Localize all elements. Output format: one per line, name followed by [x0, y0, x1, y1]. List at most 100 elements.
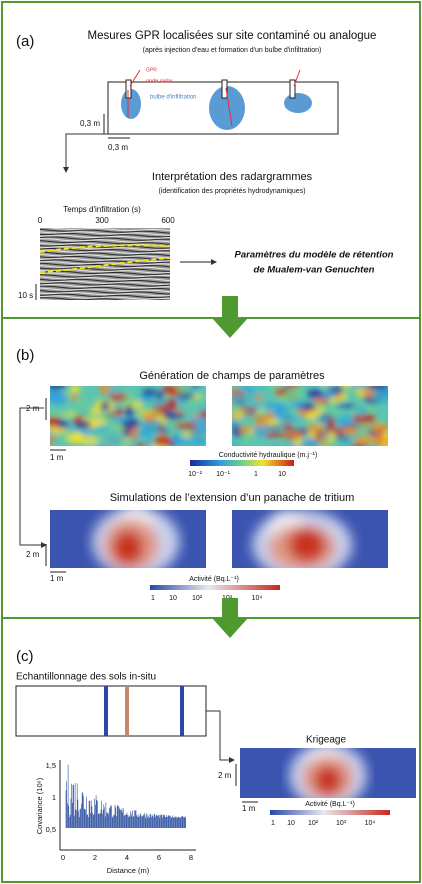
axis-title: Covariance (10⁶) — [35, 777, 44, 834]
texture — [129, 428, 138, 438]
page: (a) Mesures GPR localisées sur site cont… — [0, 0, 422, 884]
texture — [154, 436, 172, 445]
texture — [111, 417, 129, 422]
texture — [75, 421, 91, 429]
title: Simulations de l’extension d’un panache … — [110, 492, 355, 504]
texture — [174, 423, 198, 429]
scale-label: 2 m — [26, 550, 40, 559]
texture — [324, 383, 338, 389]
legend-title: Activité (Bq.L⁻¹) — [305, 801, 355, 808]
legend-title: Conductivité hydraulique (m.j⁻¹) — [219, 452, 318, 459]
panel-label: (b) — [16, 347, 34, 364]
texture — [333, 436, 351, 440]
texture — [288, 527, 325, 562]
texture — [45, 443, 55, 452]
tick-label: 0 — [61, 853, 65, 862]
texture — [143, 408, 160, 412]
colorbar — [270, 810, 390, 815]
texture — [320, 434, 330, 439]
texture — [121, 444, 128, 451]
tick-label: 1 — [254, 471, 258, 478]
texture — [147, 437, 153, 448]
texture — [49, 435, 57, 441]
kriging-map — [240, 743, 416, 808]
tick-label: 2 — [93, 853, 97, 862]
scale-label: 10 s — [18, 291, 33, 300]
scale-label: 2 m — [218, 771, 232, 780]
texture — [343, 426, 358, 435]
texture — [228, 394, 243, 404]
tick-label: 10⁻² — [188, 471, 202, 478]
texture — [231, 387, 239, 391]
label: GPR — [146, 67, 157, 73]
panel-label: (a) — [16, 33, 34, 50]
label: onde radar — [146, 78, 173, 84]
scale-label: 1 m — [50, 574, 64, 583]
plume — [232, 510, 388, 580]
texture — [70, 384, 81, 393]
texture — [286, 381, 299, 388]
texture — [343, 438, 353, 450]
infiltration-bulb — [284, 93, 312, 113]
title: Interprétation des radargrammes — [152, 171, 313, 183]
texture — [356, 423, 373, 430]
covariance-plot — [66, 765, 186, 828]
plume-texture — [289, 743, 366, 808]
borehole — [290, 80, 295, 98]
colorbar — [190, 460, 294, 466]
radargram — [40, 227, 170, 305]
sample-column — [104, 686, 108, 736]
texture — [184, 439, 198, 450]
tick-label: 1 — [151, 595, 155, 602]
plume-texture — [252, 510, 352, 580]
tick-label: 300 — [95, 216, 109, 225]
sample-column — [125, 686, 129, 736]
texture — [177, 385, 189, 394]
texture — [125, 405, 134, 416]
connector — [66, 134, 108, 172]
texture — [79, 396, 88, 406]
tick-label: 10 — [169, 595, 177, 602]
texture — [221, 441, 241, 451]
texture — [271, 444, 281, 450]
texture — [305, 425, 326, 432]
axis-title: Temps d'infiltration (s) — [63, 205, 141, 214]
figure: (a) Mesures GPR localisées sur site cont… — [0, 0, 422, 884]
connector — [20, 408, 46, 545]
tick-label: 10² — [192, 595, 203, 602]
subtitle: (identification des propriétés hydrodyna… — [158, 188, 305, 195]
legend-title: Activité (Bq.L⁻¹) — [189, 576, 239, 583]
texture — [112, 530, 143, 565]
texture — [383, 430, 392, 442]
texture — [301, 438, 318, 449]
result-text: de Mualem-van Genuchten — [254, 265, 375, 276]
tick-label: 8 — [189, 853, 193, 862]
texture — [228, 410, 245, 414]
tick-label: 1 — [271, 820, 275, 827]
texture — [313, 398, 325, 405]
subtitle: (après injection d'eau et formation d'un… — [143, 47, 322, 54]
tick-label: 10 — [287, 820, 295, 827]
texture — [255, 395, 263, 402]
texture — [71, 432, 83, 444]
texture — [142, 425, 151, 436]
texture — [176, 394, 195, 399]
texture — [329, 410, 344, 417]
texture — [267, 425, 281, 429]
tick-label: 1 — [52, 793, 56, 802]
texture — [116, 407, 123, 416]
texture — [61, 413, 76, 417]
title: Krigeage — [306, 735, 346, 746]
texture — [245, 409, 252, 413]
texture — [245, 389, 258, 393]
tick-label: 10⁴ — [252, 595, 263, 602]
label: bulbe d'infiltration — [150, 95, 197, 101]
tick-label: 1,5 — [46, 761, 56, 770]
texture — [281, 407, 290, 413]
texture — [106, 435, 126, 445]
scale-label: 1 m — [242, 804, 256, 813]
texture — [190, 418, 207, 424]
plume — [50, 504, 206, 577]
tick-label: 0,5 — [46, 825, 56, 834]
tick-label: 4 — [125, 853, 129, 862]
